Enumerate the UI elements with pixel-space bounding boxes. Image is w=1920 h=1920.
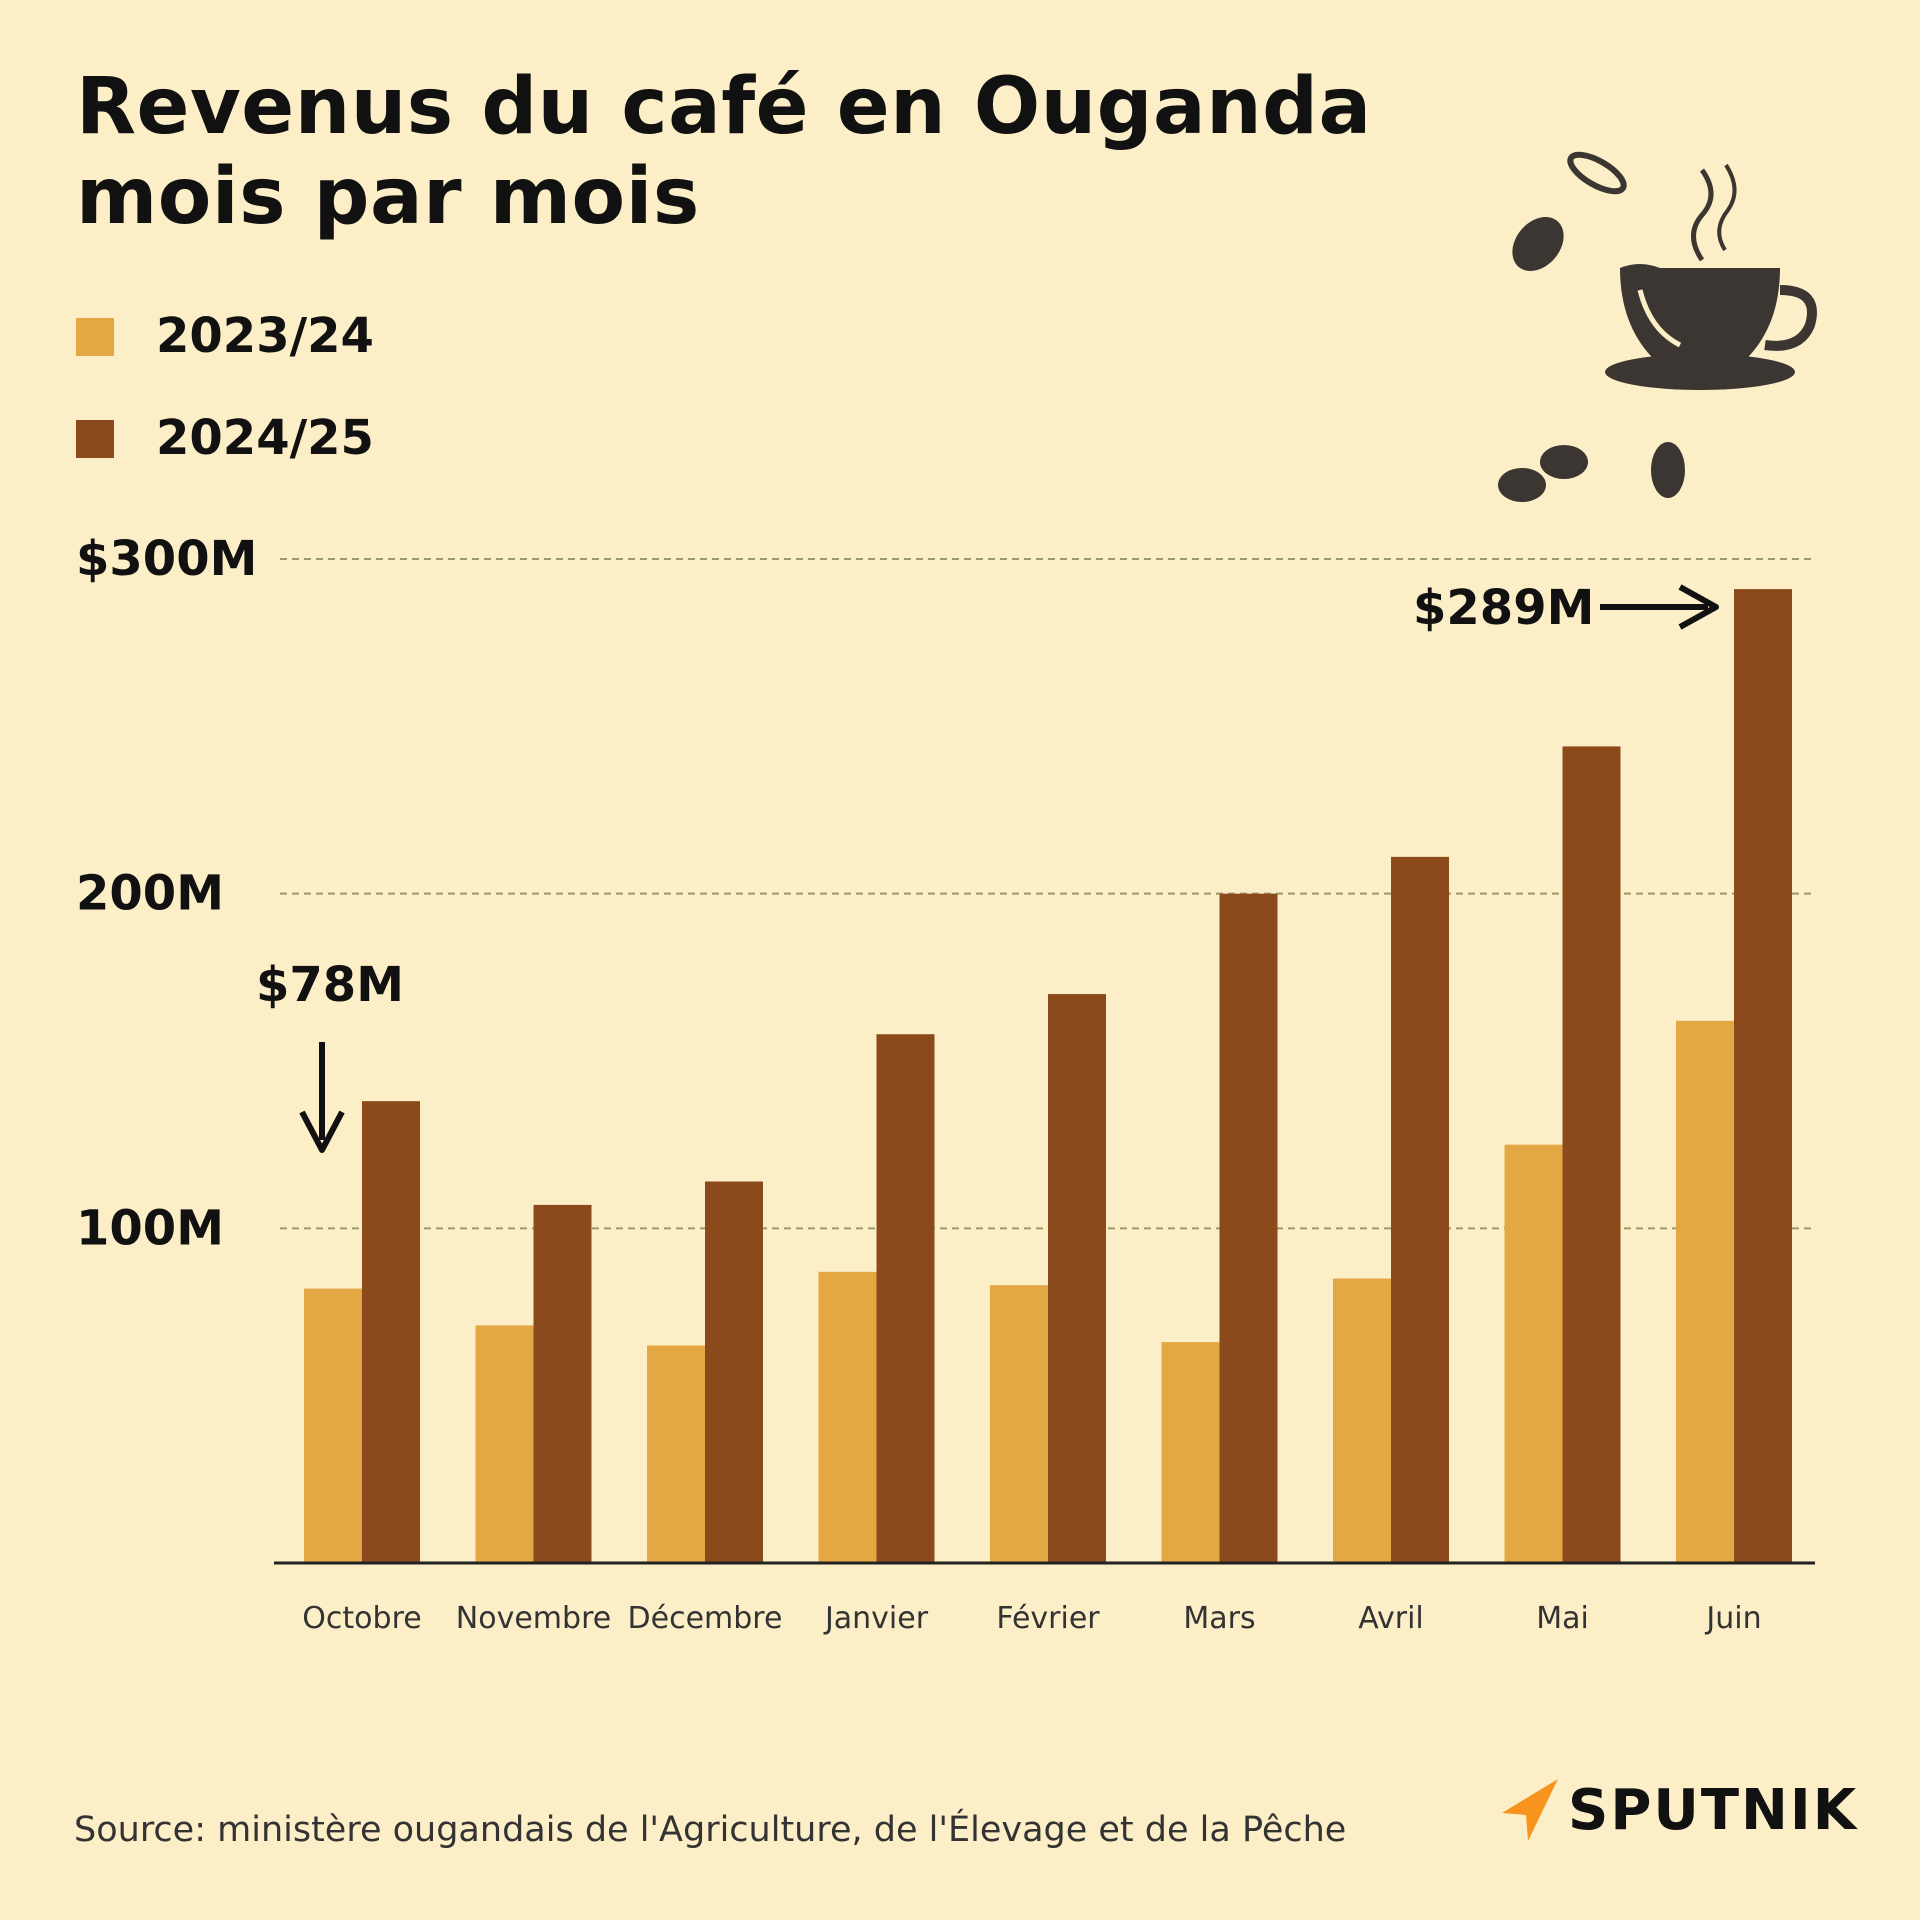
x-tick-label: Mars xyxy=(1183,1601,1255,1636)
legend-label-2024-25: 2024/25 xyxy=(156,410,374,466)
annotation-label: $289M xyxy=(1413,580,1594,636)
x-tick-label: Octobre xyxy=(302,1601,421,1636)
x-tick-label: Février xyxy=(996,1601,1100,1636)
bar xyxy=(533,1204,592,1563)
x-tick-label: Mai xyxy=(1536,1601,1589,1636)
arrow-down-icon xyxy=(299,1110,345,1153)
x-tick-label: Décembre xyxy=(628,1601,783,1636)
x-tick-label: Juin xyxy=(1704,1601,1761,1636)
y-tick-label: 200M xyxy=(76,866,224,922)
title-line-2: mois par mois xyxy=(76,152,700,242)
bar xyxy=(705,1181,763,1563)
bar xyxy=(1562,746,1621,1563)
bar xyxy=(475,1325,534,1563)
y-tick-label: 100M xyxy=(76,1200,224,1256)
legend-label-2023-24: 2023/24 xyxy=(156,308,374,364)
legend-swatch-2024-25 xyxy=(76,420,114,458)
bar xyxy=(1734,589,1792,1563)
bar xyxy=(362,1101,420,1563)
sputnik-star-icon xyxy=(1502,1779,1558,1841)
arrow-right-icon xyxy=(1678,584,1719,630)
bar xyxy=(1391,856,1449,1563)
bar xyxy=(1676,1020,1734,1563)
x-tick-label: Janvier xyxy=(823,1601,929,1636)
y-tick-label: $300M xyxy=(76,531,257,587)
bar xyxy=(1333,1278,1391,1563)
bar-chart: 100M 200M $300M Octobre Novembre Décembre Janv… xyxy=(76,531,1815,1636)
bar xyxy=(876,1034,935,1563)
bar xyxy=(818,1271,877,1563)
sputnik-logo: SPUTNIK xyxy=(1490,1775,1858,1845)
annotation-label: $78M xyxy=(256,957,404,1013)
bar xyxy=(647,1345,705,1563)
bar xyxy=(1504,1144,1563,1563)
brand-name: SPUTNIK xyxy=(1568,1777,1859,1843)
x-tick-label: Avril xyxy=(1358,1601,1424,1636)
title-line-1: Revenus du café en Ouganda xyxy=(76,62,1372,152)
source-note: Source: ministère ougandais de l'Agricul… xyxy=(74,1810,1347,1850)
chart-title: Revenus du café en Ouganda mois par mois xyxy=(76,62,1372,242)
bar xyxy=(304,1288,362,1563)
bar xyxy=(1219,893,1278,1563)
legend-swatch-2023-24 xyxy=(76,318,114,356)
bar xyxy=(1048,994,1106,1563)
coffee-cup-illustration-icon xyxy=(1498,151,1817,502)
bar xyxy=(1161,1342,1220,1563)
x-tick-label: Novembre xyxy=(456,1601,611,1636)
bar xyxy=(990,1285,1048,1563)
